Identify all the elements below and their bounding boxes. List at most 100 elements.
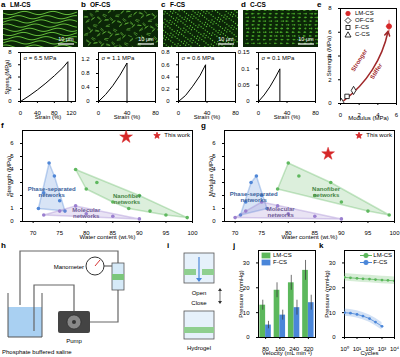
svg-text:Pump: Pump <box>66 338 82 344</box>
svg-text:30: 30 <box>243 260 250 266</box>
svg-text:0.4: 0.4 <box>161 74 170 80</box>
svg-text:Nanofibernetworks: Nanofibernetworks <box>312 186 341 198</box>
svg-text:σ = 0.1 MPa: σ = 0.1 MPa <box>262 55 296 61</box>
svg-text:Water content (wt.%): Water content (wt.%) <box>282 234 338 240</box>
svg-text:Nanofibernetworks: Nanofibernetworks <box>113 193 142 205</box>
svg-text:10³: 10³ <box>378 346 387 352</box>
svg-text:1: 1 <box>10 205 14 211</box>
svg-text:0: 0 <box>166 98 170 104</box>
svg-text:0.2: 0.2 <box>161 86 170 92</box>
svg-text:Modulus (MPa): Modulus (MPa) <box>208 156 214 197</box>
svg-text:70: 70 <box>30 230 37 236</box>
svg-text:75: 75 <box>258 230 265 236</box>
svg-text:95: 95 <box>163 230 170 236</box>
svg-text:Hydrogel: Hydrogel <box>187 345 211 351</box>
svg-text:95: 95 <box>365 230 372 236</box>
svg-text:Stiffer: Stiffer <box>369 62 384 80</box>
svg-text:0.4: 0.4 <box>81 84 90 90</box>
svg-text:10: 10 <box>329 310 336 316</box>
svg-text:6: 6 <box>395 112 399 118</box>
svg-text:0: 0 <box>328 100 332 106</box>
svg-text:Molecularnetworks: Molecularnetworks <box>267 206 296 218</box>
svg-text:10 μm: 10 μm <box>138 36 154 42</box>
svg-text:100: 100 <box>187 230 198 236</box>
svg-text:0: 0 <box>8 98 12 104</box>
svg-text:80: 80 <box>312 110 319 116</box>
svg-text:Stress (MPa): Stress (MPa) <box>4 59 10 94</box>
svg-text:σ = 0.6 MPa: σ = 0.6 MPa <box>182 55 216 61</box>
svg-text:10¹: 10¹ <box>352 345 362 352</box>
svg-text:Open: Open <box>192 290 207 296</box>
svg-text:0: 0 <box>10 218 14 224</box>
svg-text:20: 20 <box>243 285 250 291</box>
svg-text:Pressure (mmHg): Pressure (mmHg) <box>238 270 244 317</box>
svg-text:Phosphate buffered saline: Phosphate buffered saline <box>2 349 72 355</box>
svg-text:0: 0 <box>19 110 23 116</box>
svg-text:90: 90 <box>136 230 143 236</box>
svg-text:80: 80 <box>152 110 159 116</box>
html-text:OF-CS: OF-CS <box>355 17 374 23</box>
svg-text:120: 120 <box>66 110 77 116</box>
svg-text:1.2: 1.2 <box>81 56 90 62</box>
svg-text:0: 0 <box>177 110 181 116</box>
svg-text:100: 100 <box>389 230 400 236</box>
html-text:LM-CS: LM-CS <box>10 1 31 8</box>
svg-text:Strength (MPa): Strength (MPa) <box>326 36 332 77</box>
svg-text:6: 6 <box>10 140 14 146</box>
svg-text:Phase-separatednetworks: Phase-separatednetworks <box>28 186 76 198</box>
svg-text:Modulus (MPa): Modulus (MPa) <box>348 115 389 121</box>
svg-text:0: 0 <box>257 110 261 116</box>
svg-text:0.8: 0.8 <box>161 49 170 55</box>
svg-text:8: 8 <box>8 49 12 55</box>
svg-text:Cycles: Cycles <box>360 350 378 356</box>
svg-text:Close: Close <box>191 300 207 306</box>
svg-text:0: 0 <box>212 218 216 224</box>
svg-text:Strength (MPa): Strength (MPa) <box>6 156 12 197</box>
html-text:C-CS: C-CS <box>250 1 266 8</box>
svg-text:2: 2 <box>328 77 332 83</box>
svg-text:Phase-separatednetworks: Phase-separatednetworks <box>230 191 278 203</box>
svg-text:0.6: 0.6 <box>161 62 170 68</box>
svg-text:Strain (%): Strain (%) <box>194 114 221 120</box>
svg-text:0: 0 <box>97 110 101 116</box>
svg-text:6: 6 <box>212 140 216 146</box>
svg-text:Strain (%): Strain (%) <box>114 114 141 120</box>
svg-text:0.05: 0.05 <box>238 82 250 88</box>
html-text:F-CS: F-CS <box>170 1 186 8</box>
svg-text:8: 8 <box>328 5 332 11</box>
svg-text:0.1: 0.1 <box>241 66 250 72</box>
svg-text:1: 1 <box>212 205 216 211</box>
svg-text:10⁴: 10⁴ <box>390 346 400 352</box>
svg-text:0.15: 0.15 <box>238 49 250 55</box>
svg-text:Pressure (mmHg): Pressure (mmHg) <box>324 270 330 317</box>
svg-text:6: 6 <box>328 29 332 35</box>
svg-text:Velocity (mL min⁻¹): Velocity (mL min⁻¹) <box>262 350 312 356</box>
html-text:LM-CS: LM-CS <box>355 10 374 16</box>
svg-text:10 μm: 10 μm <box>298 36 314 42</box>
svg-text:10 μm: 10 μm <box>218 36 234 42</box>
svg-text:80: 80 <box>232 110 239 116</box>
svg-text:20: 20 <box>329 285 336 291</box>
svg-text:0: 0 <box>86 98 90 104</box>
svg-text:Strain (%): Strain (%) <box>274 114 301 120</box>
svg-text:Stronger: Stronger <box>350 48 369 73</box>
svg-text:75: 75 <box>56 230 63 236</box>
svg-text:σ = 1.1 MPa: σ = 1.1 MPa <box>102 55 136 61</box>
svg-text:30: 30 <box>329 260 336 266</box>
svg-text:σ = 6.5 MPa: σ = 6.5 MPa <box>24 55 58 61</box>
svg-text:90: 90 <box>338 230 345 236</box>
svg-text:0: 0 <box>246 98 250 104</box>
svg-text:10 μm: 10 μm <box>58 36 74 42</box>
html-text:OF-CS: OF-CS <box>90 1 111 8</box>
svg-text:10: 10 <box>243 310 250 316</box>
svg-text:0: 0 <box>246 334 250 340</box>
svg-text:70: 70 <box>232 230 239 236</box>
svg-text:Water content (wt.%): Water content (wt.%) <box>80 234 136 240</box>
svg-text:0: 0 <box>332 334 336 340</box>
svg-text:0.8: 0.8 <box>81 70 90 76</box>
svg-text:Molecularnetworks: Molecularnetworks <box>72 207 101 219</box>
svg-text:0: 0 <box>339 112 343 118</box>
svg-text:Manometer: Manometer <box>54 264 84 270</box>
svg-text:Strain (%): Strain (%) <box>35 114 62 120</box>
svg-text:10⁰: 10⁰ <box>340 345 349 352</box>
